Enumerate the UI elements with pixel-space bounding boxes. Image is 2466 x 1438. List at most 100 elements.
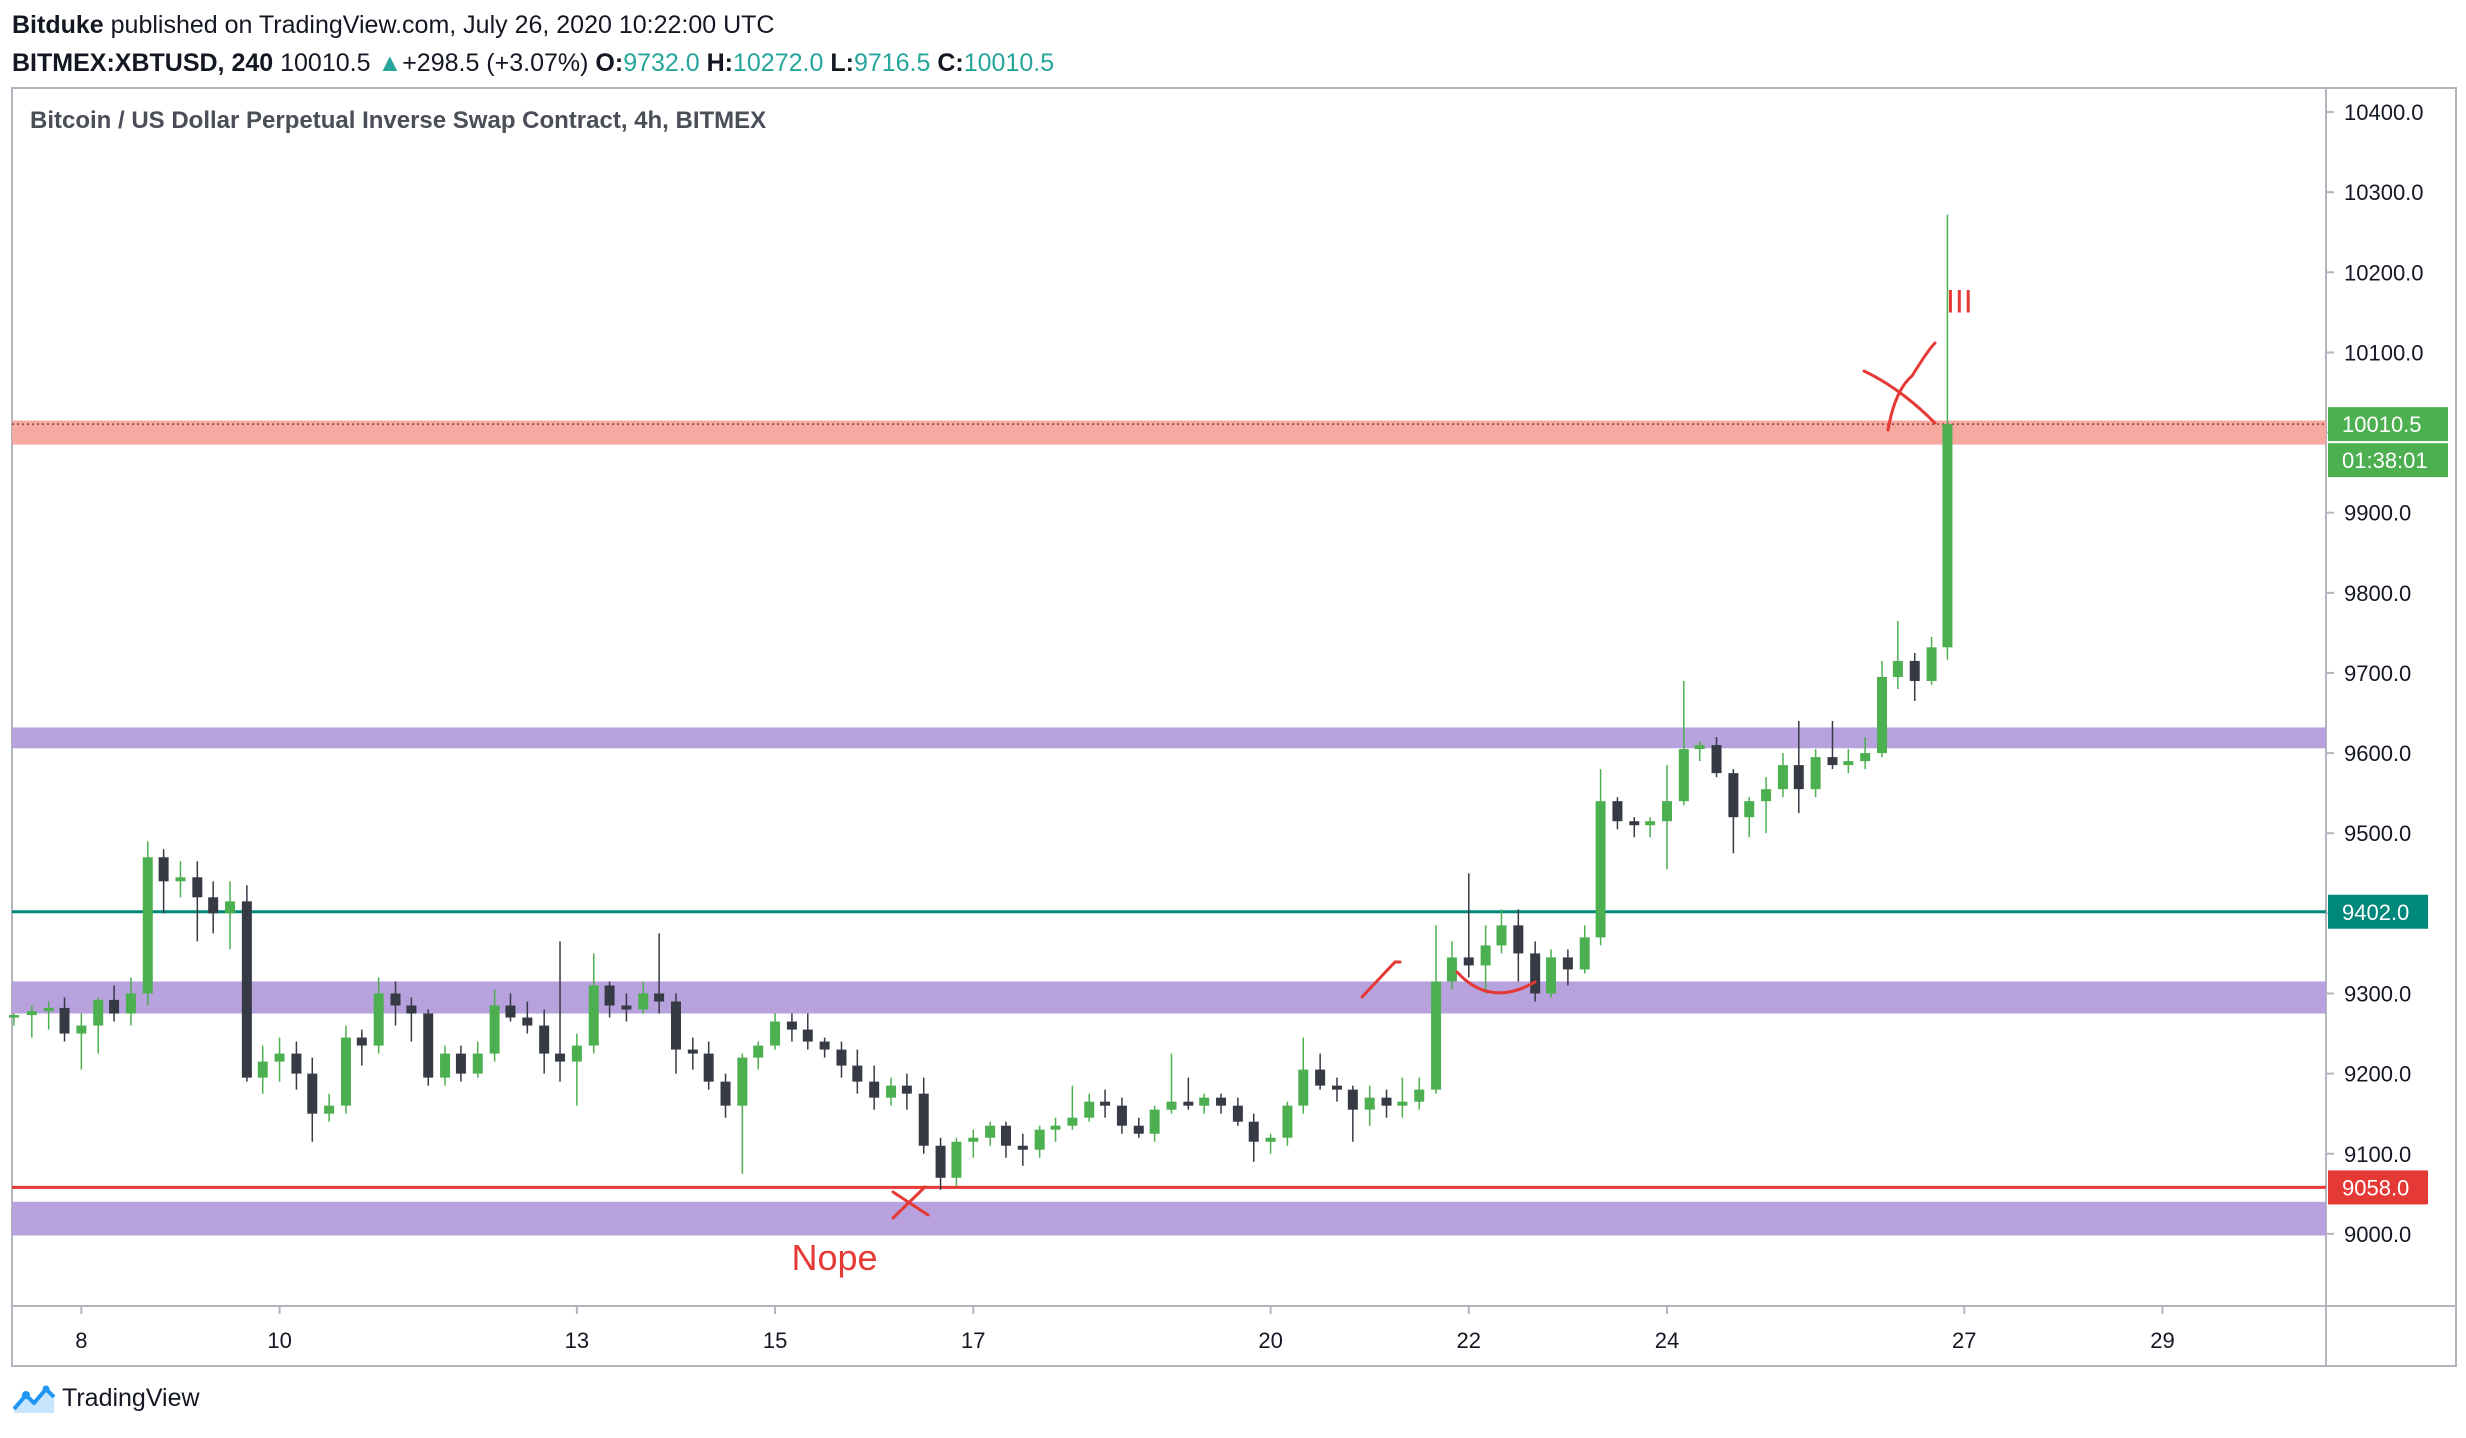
candle-body-65 — [1084, 1101, 1095, 1118]
y-tick-label-9: 9900.0 — [2344, 501, 2411, 526]
candle-body-19 — [324, 1105, 335, 1114]
candle-body-67 — [1116, 1105, 1127, 1126]
candle-body-41 — [687, 1049, 698, 1054]
candle-body-4 — [76, 1025, 87, 1034]
candle-body-62 — [1034, 1129, 1045, 1150]
candle-body-116 — [1926, 647, 1937, 681]
candle-body-5 — [93, 999, 104, 1026]
candle-body-59 — [985, 1125, 996, 1138]
candle-body-82 — [1364, 1097, 1375, 1110]
annotations-layer: Nope III — [792, 283, 1973, 1278]
candle-body-97 — [1612, 801, 1623, 822]
candle-body-113 — [1877, 676, 1888, 754]
publish-info: published on TradingView.com, July 26, 2… — [110, 11, 775, 39]
last-price-badge — [2328, 407, 2448, 442]
up-triangle-icon: ▲ — [377, 49, 403, 77]
candle-body-2 — [43, 1007, 54, 1012]
candle-body-77 — [1282, 1105, 1293, 1138]
candle-body-35 — [588, 985, 599, 1046]
candles-layer — [8, 214, 1953, 1190]
candle-body-60 — [1000, 1125, 1011, 1146]
candle-body-0 — [8, 1015, 19, 1018]
footer: TradingView — [12, 1384, 200, 1413]
candle-body-88 — [1463, 957, 1474, 966]
candle-body-115 — [1909, 660, 1920, 681]
candle-body-84 — [1397, 1101, 1408, 1106]
candle-body-57 — [951, 1141, 962, 1178]
candle-body-71 — [1183, 1101, 1194, 1106]
candle-body-110 — [1827, 757, 1838, 766]
author-name[interactable]: Bitduke — [12, 11, 104, 39]
candle-body-6 — [109, 999, 120, 1014]
candle-body-105 — [1744, 801, 1755, 818]
candle-body-37 — [621, 1005, 632, 1010]
low-label: L: — [830, 49, 854, 77]
open-label: O: — [595, 49, 624, 77]
candle-body-30 — [505, 1005, 516, 1018]
candle-body-42 — [703, 1053, 714, 1082]
candle-body-108 — [1793, 765, 1804, 790]
candle-body-15 — [257, 1061, 268, 1078]
candle-body-93 — [1546, 957, 1557, 994]
candle-body-18 — [307, 1073, 318, 1114]
annotation-cross-top — [1862, 341, 1937, 432]
y-tick-label-13: 10300.0 — [2344, 180, 2424, 205]
candle-body-98 — [1629, 821, 1640, 826]
candle-body-12 — [208, 897, 219, 914]
candle-body-29 — [489, 1005, 500, 1054]
candle-body-55 — [918, 1093, 929, 1146]
candle-body-69 — [1149, 1109, 1160, 1134]
candle-body-112 — [1860, 753, 1871, 762]
candle-body-17 — [291, 1053, 302, 1074]
candle-body-102 — [1694, 745, 1705, 750]
y-tick-label-1: 9100.0 — [2344, 1142, 2411, 1167]
x-tick-label-6: 22 — [1457, 1328, 1481, 1353]
candle-body-27 — [455, 1053, 466, 1074]
candle-body-9 — [158, 857, 169, 882]
ohlc-line: BITMEX:XBTUSD, 240 10010.5 ▲+298.5 (+3.0… — [12, 44, 1054, 82]
candle-body-40 — [670, 1001, 681, 1050]
y-tick-label-7: 9700.0 — [2344, 661, 2411, 686]
candle-body-96 — [1595, 801, 1606, 938]
x-tick-label-5: 20 — [1258, 1328, 1282, 1353]
zone-support-1 — [12, 727, 2326, 749]
candle-body-33 — [555, 1053, 566, 1062]
candle-body-46 — [770, 1021, 781, 1046]
last-price: 10010.5 — [280, 49, 371, 77]
candle-body-79 — [1315, 1069, 1326, 1086]
tradingview-logo-icon[interactable] — [12, 1385, 56, 1413]
price-change: +298.5 (+3.07%) — [402, 49, 589, 77]
publish-line: Bitduke published on TradingView.com, Ju… — [12, 6, 1054, 44]
candle-body-28 — [472, 1053, 483, 1074]
candle-body-80 — [1331, 1085, 1342, 1090]
annotation-arc-retest — [1455, 970, 1537, 995]
candle-body-16 — [274, 1053, 285, 1062]
zone-support-3 — [12, 1201, 2326, 1236]
x-tick-label-7: 24 — [1655, 1328, 1679, 1353]
candle-body-21 — [356, 1037, 367, 1046]
candle-body-49 — [819, 1041, 830, 1050]
hlines-layer — [12, 423, 2326, 1189]
close-label: C: — [937, 49, 964, 77]
candle-body-90 — [1496, 925, 1507, 946]
candle-body-45 — [753, 1045, 764, 1058]
candle-body-7 — [125, 993, 136, 1014]
last-price-badge-label: 10010.5 — [2342, 412, 2422, 437]
x-tick-label-1: 10 — [267, 1328, 291, 1353]
plot-frame — [11, 87, 2457, 1367]
chart-header: Bitduke published on TradingView.com, Ju… — [12, 6, 1054, 82]
tradingview-brand[interactable]: TradingView — [62, 1384, 200, 1412]
candle-body-11 — [192, 877, 203, 898]
candle-body-58 — [968, 1137, 979, 1142]
candle-body-10 — [175, 877, 186, 882]
candle-body-73 — [1216, 1097, 1227, 1106]
candle-body-39 — [654, 993, 665, 1002]
axis-layer: 9000.09100.09200.09300.09400.09500.09600… — [75, 100, 2423, 1353]
countdown-badge — [2328, 443, 2448, 478]
y-tick-label-0: 9000.0 — [2344, 1222, 2411, 1247]
x-tick-label-2: 13 — [565, 1328, 589, 1353]
candle-body-56 — [935, 1145, 946, 1178]
candle-body-74 — [1232, 1105, 1243, 1122]
candle-body-89 — [1480, 945, 1491, 966]
